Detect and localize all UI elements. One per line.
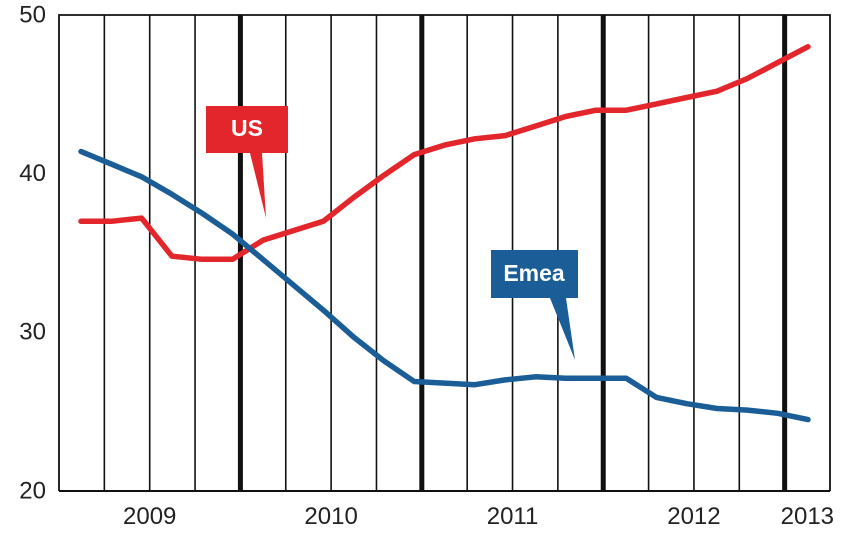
series-lines (78, 43, 811, 423)
x-tick-label: 2009 (123, 503, 176, 530)
emea-callout: Emea (491, 250, 578, 360)
emea-callout-label: Emea (503, 260, 565, 286)
vertical-gridlines (103, 15, 788, 491)
series-line-emea (78, 148, 811, 423)
plot-frame (58, 14, 831, 491)
us-callout-label: US (231, 115, 263, 141)
y-tick-label: 20 (19, 477, 46, 504)
axes (58, 14, 831, 492)
y-axis-tick-labels: 20 30 40 50 (19, 1, 46, 504)
emea-callout-box (491, 250, 578, 360)
x-tick-label: 2010 (304, 503, 357, 530)
x-tick-label: 2013 (781, 503, 834, 530)
y-tick-label: 50 (19, 1, 46, 28)
x-axis-tick-labels: 2009 2010 2011 2012 2013 (123, 503, 834, 530)
series-line-us (78, 43, 811, 263)
x-tick-label: 2011 (487, 503, 539, 530)
y-tick-label: 30 (19, 319, 46, 346)
us-callout: US (206, 106, 288, 218)
y-tick-label: 40 (19, 160, 46, 187)
us-callout-box (206, 106, 288, 218)
x-tick-label: 2012 (667, 503, 720, 530)
